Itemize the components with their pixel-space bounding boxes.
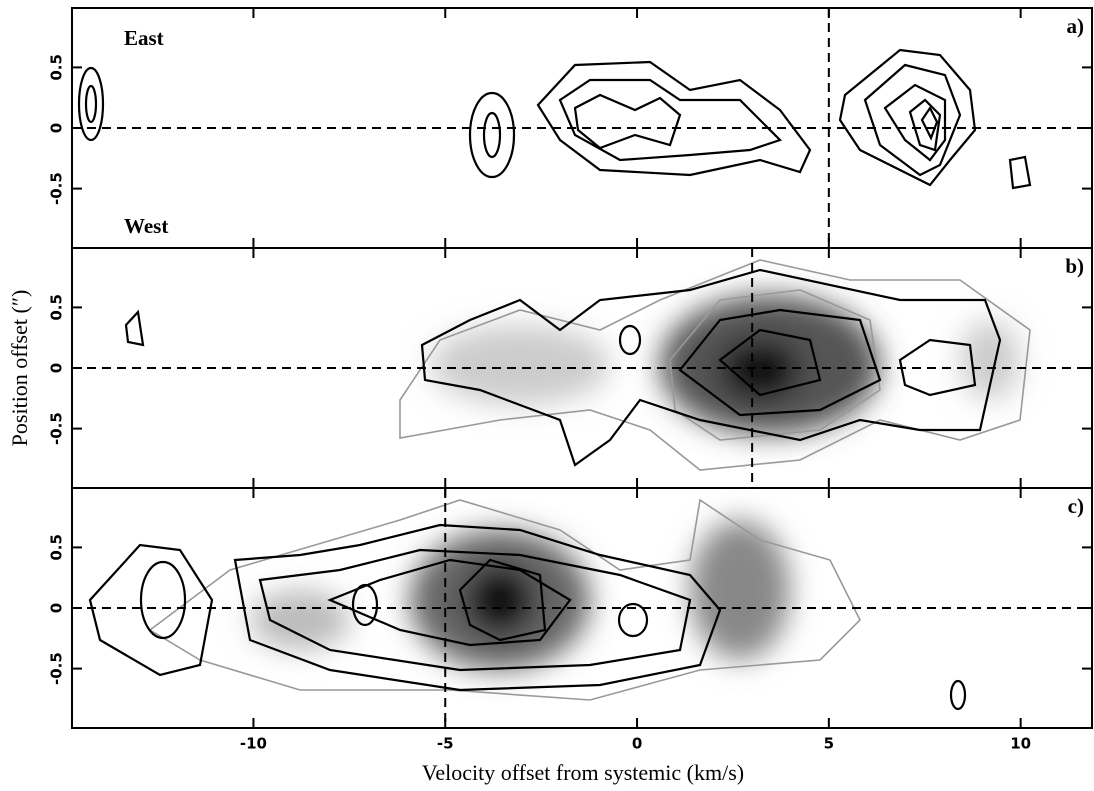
panel-label: c) (1068, 494, 1084, 518)
contours (77, 48, 1032, 711)
annotation: West (124, 214, 168, 238)
x-tick-label: 0 (632, 735, 642, 753)
y-tick-label: -0.5 (48, 652, 66, 685)
x-tick-label: 5 (824, 735, 834, 753)
y-tick-label: 0 (48, 363, 66, 373)
x-tick-label: -5 (437, 735, 454, 753)
x-tick-label: -10 (240, 735, 267, 753)
y-tick-label: 0 (48, 123, 66, 133)
panel-label: a) (1067, 14, 1085, 38)
y-tick-label: 0.5 (48, 534, 66, 561)
annotation: East (124, 26, 164, 50)
y-axis-label: Position offset (″) (7, 290, 32, 447)
x-axis-label: Velocity offset from systemic (km/s) (422, 760, 744, 785)
y-tick-label: 0.5 (48, 294, 66, 321)
y-tick-label: 0 (48, 603, 66, 613)
y-tick-label: -0.5 (48, 412, 66, 445)
panel-label: b) (1065, 254, 1084, 278)
x-tick-label: 10 (1010, 735, 1031, 753)
y-tick-label: 0.5 (48, 54, 66, 81)
y-tick-label: -0.5 (48, 172, 66, 205)
